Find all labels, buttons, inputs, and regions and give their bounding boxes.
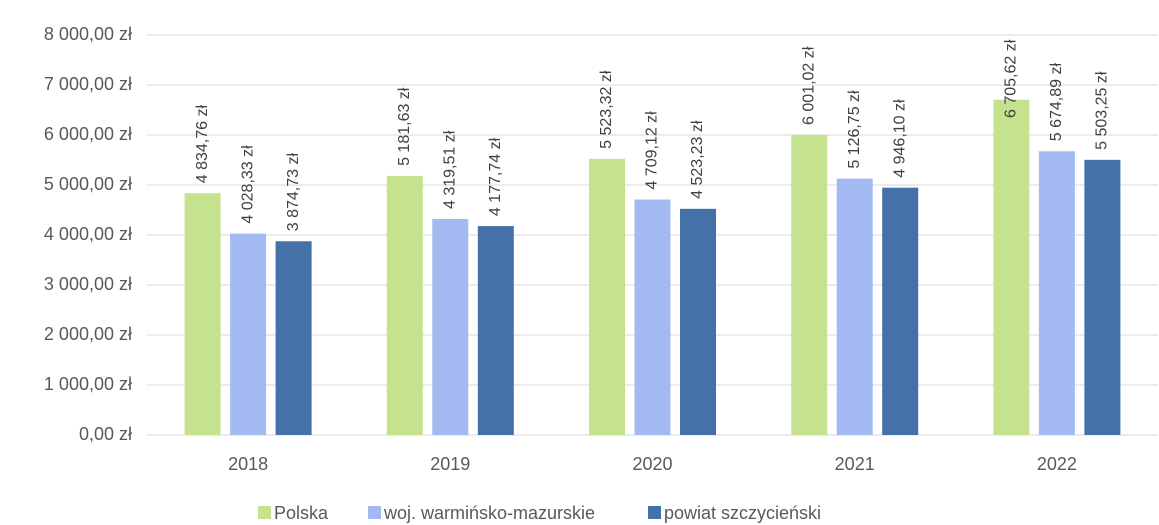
legend-label: powiat szczycieński	[664, 503, 821, 523]
bar	[634, 199, 671, 435]
bar	[386, 175, 423, 435]
legend-swatch	[258, 506, 271, 519]
legend-label: woj. warmińsko-mazurskie	[383, 503, 595, 523]
data-label: 4 834,76 zł	[194, 105, 211, 184]
bar	[184, 193, 221, 435]
bar	[589, 158, 625, 436]
legend-swatch	[648, 506, 661, 519]
data-label: 4 946,10 zł	[891, 99, 908, 178]
data-label: 3 874,73 zł	[285, 153, 302, 232]
y-tick-label: 7 000,00 zł	[44, 74, 132, 94]
y-tick-label: 0,00 zł	[79, 424, 132, 444]
bar	[993, 99, 1030, 436]
bar	[680, 208, 716, 435]
data-label: 6 705,62 zł	[1003, 39, 1020, 118]
y-tick-label: 2 000,00 zł	[44, 324, 132, 344]
x-tick-label: 2022	[1037, 454, 1077, 474]
data-label: 5 674,89 zł	[1048, 63, 1065, 142]
bar	[882, 187, 919, 435]
y-tick-label: 5 000,00 zł	[44, 174, 132, 194]
legend-swatch	[368, 506, 381, 519]
data-label: 6 001,02 zł	[800, 46, 817, 125]
data-label: 4 319,51 zł	[442, 130, 459, 209]
bar	[791, 134, 828, 435]
y-tick-label: 4 000,00 zł	[44, 224, 132, 244]
data-label: 4 028,33 zł	[239, 145, 256, 224]
data-label: 5 181,63 zł	[396, 87, 413, 166]
data-label: 4 177,74 zł	[487, 137, 504, 216]
bar	[432, 219, 469, 435]
y-tick-label: 6 000,00 zł	[44, 124, 132, 144]
x-tick-label: 2019	[430, 454, 470, 474]
bar	[230, 233, 267, 435]
bar	[1084, 159, 1121, 435]
y-tick-label: 1 000,00 zł	[44, 374, 132, 394]
data-label: 5 503,25 zł	[1094, 71, 1111, 150]
x-tick-label: 2018	[228, 454, 268, 474]
data-label: 5 126,75 zł	[846, 90, 863, 169]
data-label: 4 523,23 zł	[689, 120, 706, 199]
data-label: 5 523,32 zł	[598, 70, 615, 149]
x-tick-label: 2020	[632, 454, 672, 474]
bar	[1038, 151, 1075, 435]
x-tick-label: 2021	[835, 454, 875, 474]
y-tick-label: 3 000,00 zł	[44, 274, 132, 294]
bar	[275, 241, 312, 435]
bar	[477, 226, 514, 435]
y-tick-label: 8 000,00 zł	[44, 24, 132, 44]
bar	[836, 178, 873, 435]
legend-label: Polska	[274, 503, 329, 523]
data-label: 4 709,12 zł	[644, 111, 661, 190]
